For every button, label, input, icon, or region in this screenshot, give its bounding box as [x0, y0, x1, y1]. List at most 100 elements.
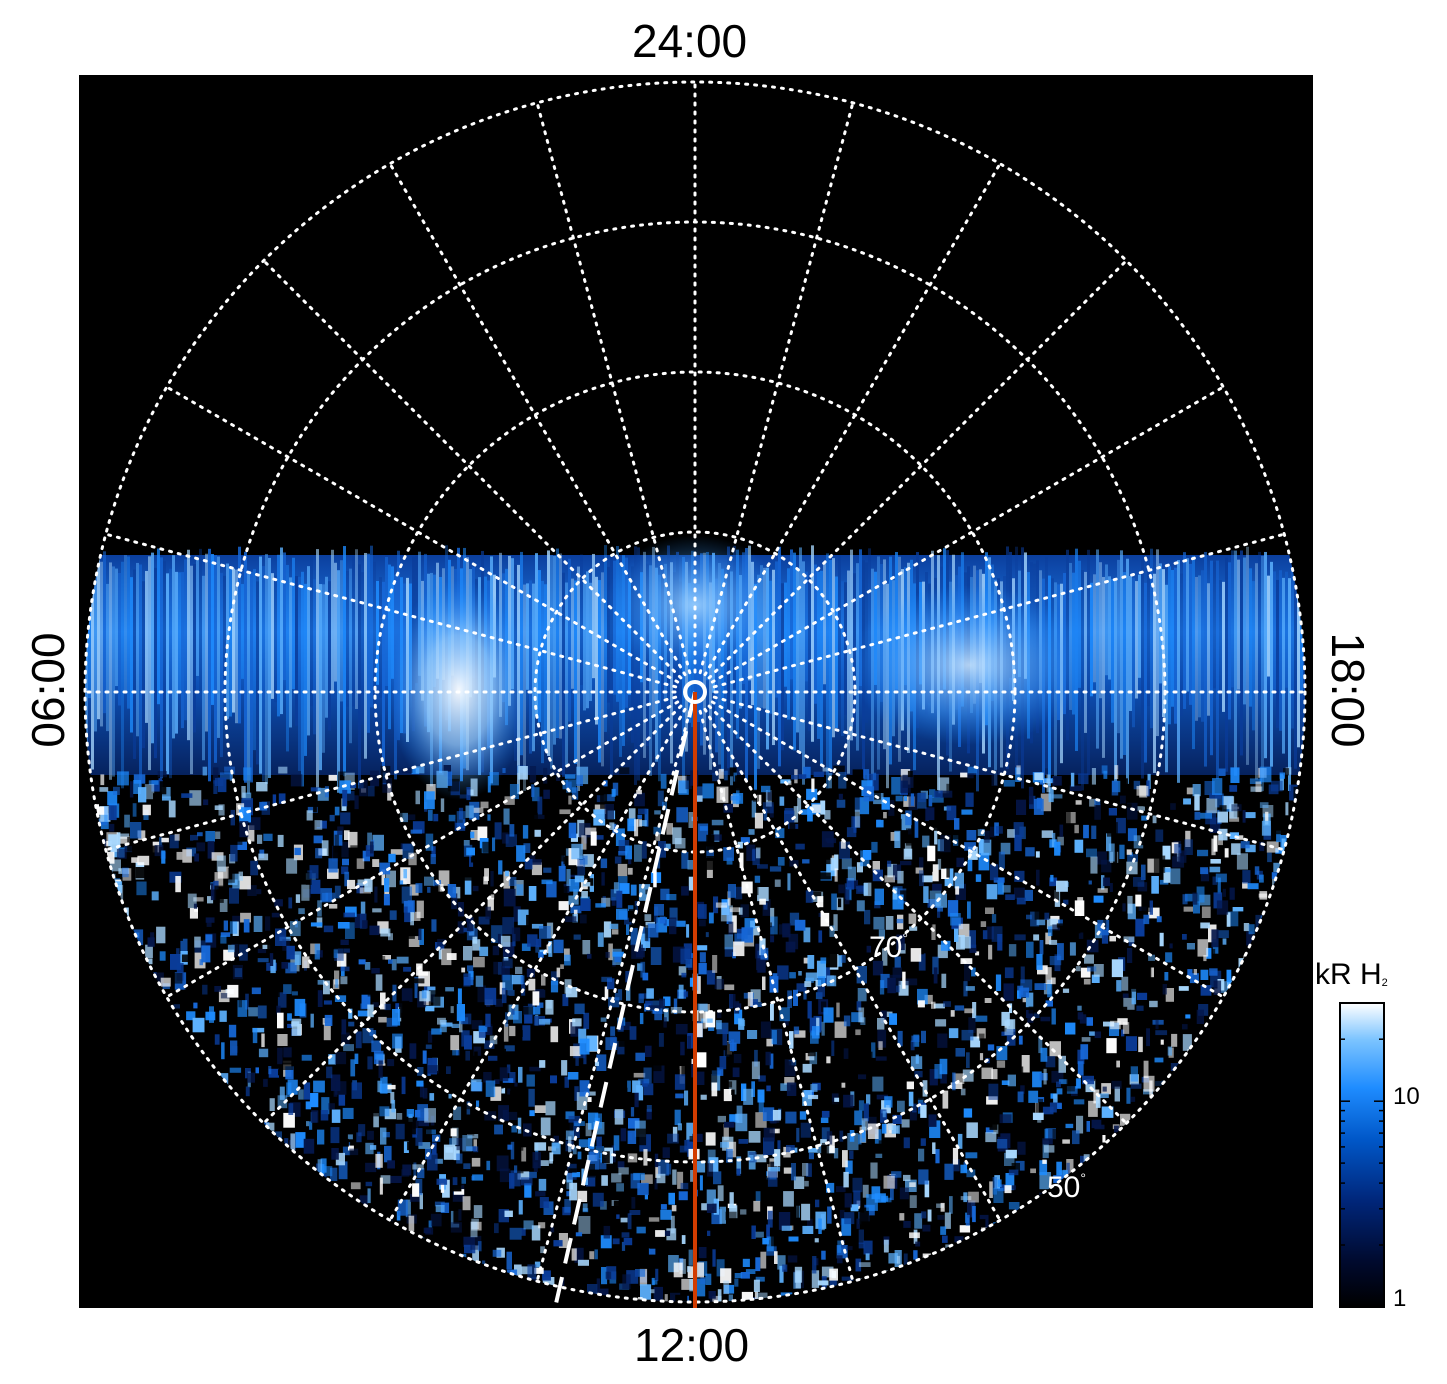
speckle-pixel [205, 934, 213, 943]
speckle-pixel [809, 1017, 822, 1033]
speckle-pixel [907, 770, 913, 778]
speckle-pixel [1015, 1160, 1025, 1171]
speckle-pixel [880, 973, 890, 989]
speckle-pixel [277, 834, 284, 847]
speckle-pixel [574, 1121, 585, 1126]
speckle-pixel [813, 771, 824, 777]
speckle-pixel [548, 941, 553, 957]
lat-lon-grid [83, 80, 1307, 1304]
speckle-pixel [356, 858, 365, 869]
speckle-pixel [227, 944, 235, 953]
speckle-pixel [673, 998, 678, 1015]
speckle-pixel [781, 1225, 792, 1231]
band-spike [1177, 560, 1180, 783]
speckle-pixel [395, 809, 403, 821]
speckle-pixel [841, 1276, 854, 1281]
speckle-pixel [367, 1004, 374, 1018]
speckle-pixel [1193, 969, 1197, 975]
speckle-pixel [987, 1044, 995, 1051]
speckle-pixel [605, 1271, 612, 1279]
speckle-pixel [961, 1029, 974, 1041]
speckle-pixel [851, 879, 858, 890]
speckle-pixel [838, 884, 845, 894]
speckle-pixel [775, 828, 785, 839]
speckle-pixel [399, 800, 406, 812]
speckle-pixel [154, 845, 164, 857]
speckle-pixel [1058, 1079, 1068, 1085]
speckle-pixel [343, 1044, 354, 1052]
band-spike [145, 570, 148, 723]
speckle-pixel [445, 1147, 453, 1153]
speckle-pixel [1035, 851, 1040, 858]
speckle-pixel [469, 849, 474, 867]
speckle-pixel [1051, 1070, 1064, 1083]
band-spike [280, 547, 283, 715]
speckle-pixel [932, 883, 942, 891]
speckle-pixel [732, 793, 744, 804]
speckle-pixel [263, 833, 273, 841]
speckle-pixel [637, 819, 642, 827]
speckle-pixel [511, 1030, 523, 1037]
speckle-pixel [1171, 1033, 1178, 1047]
speckle-pixel [860, 850, 870, 867]
speckle-pixel [505, 1012, 509, 1027]
speckle-pixel [914, 1213, 923, 1229]
speckle-pixel [1116, 817, 1126, 834]
speckle-pixel [404, 814, 416, 820]
speckle-pixel [1069, 942, 1076, 956]
band-spike [313, 579, 316, 735]
speckle-pixel [896, 918, 904, 924]
speckle-pixel [566, 779, 577, 793]
speckle-pixel [914, 1070, 923, 1078]
speckle-pixel [569, 1046, 581, 1057]
speckle-pixel [372, 1002, 379, 1008]
speckle-pixel [601, 1175, 608, 1186]
speckle-pixel [99, 787, 109, 792]
speckle-pixel [854, 1110, 863, 1126]
speckle-pixel [829, 1268, 838, 1281]
speckle-pixel [1062, 988, 1070, 993]
speckle-pixel [377, 1080, 382, 1093]
speckle-pixel [738, 1139, 749, 1144]
speckle-pixel [600, 1235, 612, 1249]
speckle-pixel [1201, 906, 1211, 918]
speckle-pixel [1140, 835, 1146, 846]
speckle-pixel [494, 1079, 500, 1084]
speckle-pixel [357, 1010, 369, 1017]
speckle-pixel [250, 860, 259, 876]
band-spike [604, 545, 607, 732]
speckle-pixel [953, 1073, 965, 1084]
speckle-pixel [757, 864, 768, 869]
speckle-pixel [940, 1226, 947, 1235]
speckle-pixel [653, 1286, 663, 1301]
speckle-pixel [1259, 841, 1265, 852]
speckle-pixel [979, 1053, 984, 1061]
speckle-pixel [724, 934, 733, 950]
speckle-pixel [643, 1067, 652, 1084]
speckle-pixel [917, 988, 928, 1005]
speckle-pixel [629, 1210, 641, 1215]
speckle-pixel [610, 1026, 616, 1036]
band-spike [172, 555, 175, 739]
speckle-pixel [660, 1230, 671, 1236]
speckle-pixel [805, 1163, 812, 1177]
speckle-pixel [347, 879, 356, 890]
speckle-pixel [625, 971, 631, 983]
speckle-pixel [583, 1053, 587, 1065]
speckle-pixel [1153, 855, 1166, 873]
speckle-pixel [919, 857, 924, 868]
speckle-pixel [1137, 806, 1145, 811]
speckle-pixel [670, 1215, 675, 1234]
speckle-pixel [1016, 897, 1026, 905]
latitude-label-70: 70° [869, 930, 908, 964]
speckle-pixel [926, 854, 933, 872]
speckle-pixel [834, 1097, 840, 1102]
speckle-pixel [568, 795, 572, 805]
speckle-pixel [630, 1107, 635, 1117]
speckle-pixel [873, 916, 885, 930]
speckle-pixel [247, 1098, 254, 1110]
speckle-pixel [406, 1109, 414, 1117]
speckle-pixel [650, 1289, 655, 1294]
speckle-pixel [549, 1159, 553, 1164]
speckle-pixel [803, 927, 811, 943]
